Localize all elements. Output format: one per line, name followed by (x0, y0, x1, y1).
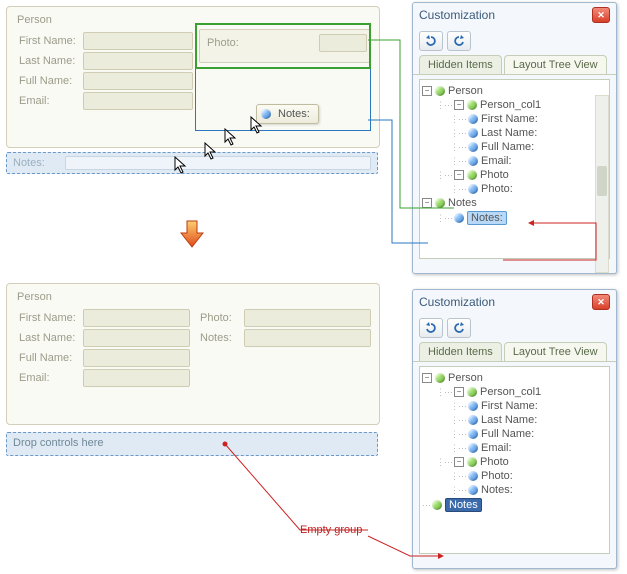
tree-node-label[interactable]: Photo: (481, 470, 513, 482)
field-label: First Name: (15, 35, 83, 47)
field-label: Email: (15, 372, 83, 384)
tree-node-label[interactable]: Last Name: (481, 414, 537, 426)
item-icon (468, 156, 478, 166)
tree-node-label[interactable]: Person_col1 (480, 99, 541, 111)
item-icon (468, 114, 478, 124)
form-panel-bottom: Person First Name: Last Name: Full Name:… (6, 283, 380, 425)
customization-window-bottom: Customization ✕ Hidden Items Layout Tree… (412, 289, 617, 569)
group-icon (435, 198, 445, 208)
toggle-icon[interactable]: − (454, 170, 464, 180)
field-label: Full Name: (15, 75, 83, 87)
item-icon (468, 443, 478, 453)
drop-hint-label: Notes: (13, 157, 45, 169)
tree-node-label[interactable]: Full Name: (481, 141, 534, 153)
close-button[interactable]: ✕ (592, 7, 610, 23)
item-icon (454, 213, 464, 223)
toggle-icon[interactable]: − (454, 457, 464, 467)
group-icon (435, 86, 445, 96)
tree-node-label[interactable]: Person (448, 372, 483, 384)
tree-node-label[interactable]: Photo (480, 456, 509, 468)
notes-field[interactable] (244, 329, 371, 347)
drag-item-label: Notes: (278, 108, 310, 120)
field-label: Last Name: (15, 332, 83, 344)
tab-layout-tree[interactable]: Layout Tree View (504, 342, 607, 361)
tree-node-label[interactable]: Email: (481, 155, 512, 167)
undo-button[interactable] (419, 31, 443, 51)
tree-node-label[interactable]: Last Name: (481, 127, 537, 139)
bullet-icon (261, 109, 271, 119)
item-icon (468, 429, 478, 439)
tree-node-label[interactable]: First Name: (481, 113, 538, 125)
drop-hint-bottom[interactable]: Drop controls here (6, 432, 378, 456)
undo-button[interactable] (419, 318, 443, 338)
item-icon (468, 184, 478, 194)
redo-button[interactable] (447, 31, 471, 51)
toggle-icon[interactable]: − (454, 387, 464, 397)
down-arrow-icon (180, 220, 204, 248)
tree-view[interactable]: −Person ⋮⋯−Person_col1 ⋮⋯First Name: ⋮⋯L… (419, 79, 610, 259)
group-title: Person (11, 288, 375, 306)
last-name-field[interactable] (83, 329, 190, 347)
tab-hidden-items[interactable]: Hidden Items (419, 55, 502, 74)
tree-node-label[interactable]: Photo (480, 169, 509, 181)
drop-hint-top[interactable]: Notes: (6, 152, 378, 174)
tree-node-label[interactable]: Notes: (481, 484, 513, 496)
toggle-icon[interactable]: − (422, 373, 432, 383)
item-icon (468, 142, 478, 152)
last-name-field[interactable] (83, 52, 193, 70)
scrollbar[interactable] (595, 95, 609, 273)
group-icon (432, 500, 442, 510)
tab-layout-tree[interactable]: Layout Tree View (504, 55, 607, 74)
drop-hint-label: Drop controls here (13, 437, 104, 449)
tree-node-label[interactable]: Notes (448, 197, 477, 209)
window-title: Customization (419, 8, 495, 22)
tree-view[interactable]: −Person ⋮⋯−Person_col1 ⋮⋯First Name: ⋮⋯L… (419, 366, 610, 554)
redo-button[interactable] (447, 318, 471, 338)
field-label: First Name: (15, 312, 83, 324)
toggle-icon[interactable]: − (422, 86, 432, 96)
email-field[interactable] (83, 92, 193, 110)
group-icon (467, 100, 477, 110)
field-label: Full Name: (15, 352, 83, 364)
green-highlight-box (195, 23, 371, 69)
item-icon (468, 128, 478, 138)
callout-label: Empty group (300, 524, 362, 536)
tree-node-label[interactable]: Photo: (481, 183, 513, 195)
tree-node-label[interactable]: First Name: (481, 400, 538, 412)
tree-node-label[interactable]: Email: (481, 442, 512, 454)
tree-node-label[interactable]: Person (448, 85, 483, 97)
item-icon (468, 471, 478, 481)
toggle-icon[interactable]: − (422, 198, 432, 208)
customization-window-top: Customization ✕ Hidden Items Layout Tree… (412, 2, 617, 274)
full-name-field[interactable] (83, 72, 193, 90)
close-button[interactable]: ✕ (592, 294, 610, 310)
photo-field[interactable] (244, 309, 371, 327)
tree-node-label[interactable]: Person_col1 (480, 386, 541, 398)
toggle-icon[interactable]: − (454, 100, 464, 110)
item-icon (468, 485, 478, 495)
full-name-field[interactable] (83, 349, 190, 367)
tab-hidden-items[interactable]: Hidden Items (419, 342, 502, 361)
drag-item-notes[interactable]: Notes: (256, 104, 319, 124)
tree-node-label[interactable]: Full Name: (481, 428, 534, 440)
group-icon (467, 170, 477, 180)
field-label: Notes: (196, 332, 244, 344)
tree-node-label[interactable]: Notes (445, 498, 482, 512)
first-name-field[interactable] (83, 32, 193, 50)
scrollbar-thumb[interactable] (597, 166, 607, 196)
first-name-field[interactable] (83, 309, 190, 327)
group-icon (467, 387, 477, 397)
field-label: Email: (15, 95, 83, 107)
window-title: Customization (419, 295, 495, 309)
drop-hint-slot (65, 156, 371, 170)
item-icon (468, 415, 478, 425)
email-field[interactable] (83, 369, 190, 387)
form-panel-top: Person First Name: Last Name: Full Name:… (6, 6, 380, 148)
field-label: Photo: (196, 312, 244, 324)
field-label: Last Name: (15, 55, 83, 67)
group-icon (467, 457, 477, 467)
group-icon (435, 373, 445, 383)
item-icon (468, 401, 478, 411)
tree-node-label[interactable]: Notes: (467, 211, 507, 225)
